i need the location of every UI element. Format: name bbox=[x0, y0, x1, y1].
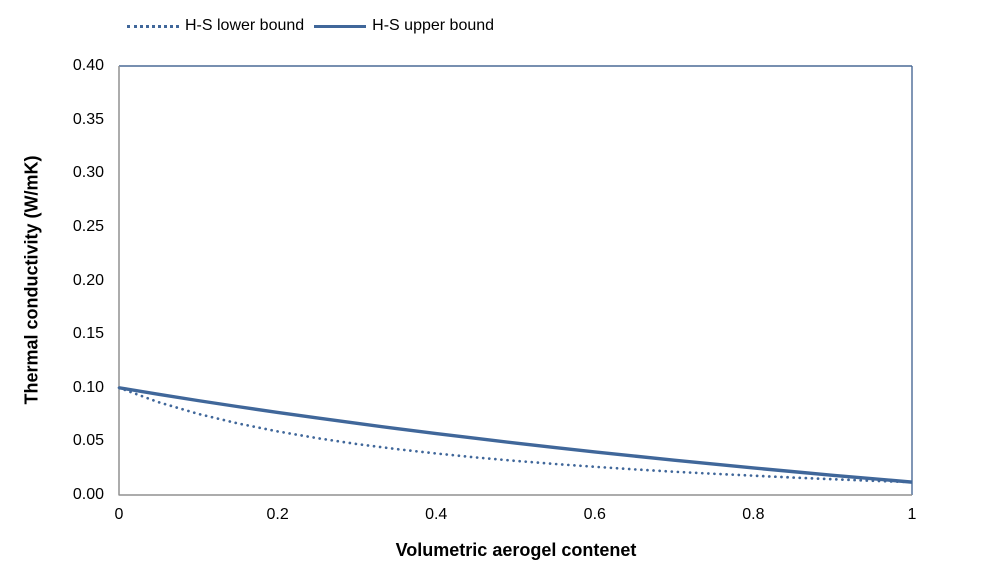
legend-label-lower: H-S lower bound bbox=[185, 17, 305, 34]
x-tick-label: 0.6 bbox=[583, 506, 606, 523]
x-tick-label: 1 bbox=[907, 506, 917, 523]
legend-item-hs-upper-bound: H-S upper bound bbox=[314, 17, 494, 35]
x-tick-label: 0.8 bbox=[742, 506, 765, 523]
legend-item-hs-lower-bound: H-S lower bound bbox=[127, 17, 304, 35]
y-tick-label: 0.00 bbox=[72, 486, 104, 503]
solid-line-sample-icon bbox=[314, 24, 367, 28]
x-tick-label: 0 bbox=[114, 506, 124, 523]
series-line-lower-bound bbox=[117, 386, 914, 484]
x-tick-label: 0.4 bbox=[425, 506, 448, 523]
y-tick-label: 0.20 bbox=[72, 271, 104, 289]
dotted-line-sample-icon bbox=[127, 24, 179, 28]
y-tick-label: 0.40 bbox=[72, 57, 104, 74]
x-tick-label: 0.2 bbox=[266, 506, 289, 523]
legend-label-upper: H-S upper bound bbox=[372, 17, 495, 34]
x-axis-title: Volumetric aerogel contenet bbox=[395, 540, 637, 560]
y-tick-label: 0.10 bbox=[72, 378, 104, 396]
y-tick-label: 0.35 bbox=[72, 110, 104, 128]
y-tick-label: 0.30 bbox=[72, 164, 104, 182]
series-line-upper-bound bbox=[118, 386, 913, 484]
y-tick-label: 0.15 bbox=[72, 325, 104, 343]
legend: H-S lower bound H-S upper bound bbox=[127, 17, 494, 35]
y-tick-label: 0.05 bbox=[72, 432, 104, 450]
y-tick-label: 0.25 bbox=[72, 217, 104, 235]
